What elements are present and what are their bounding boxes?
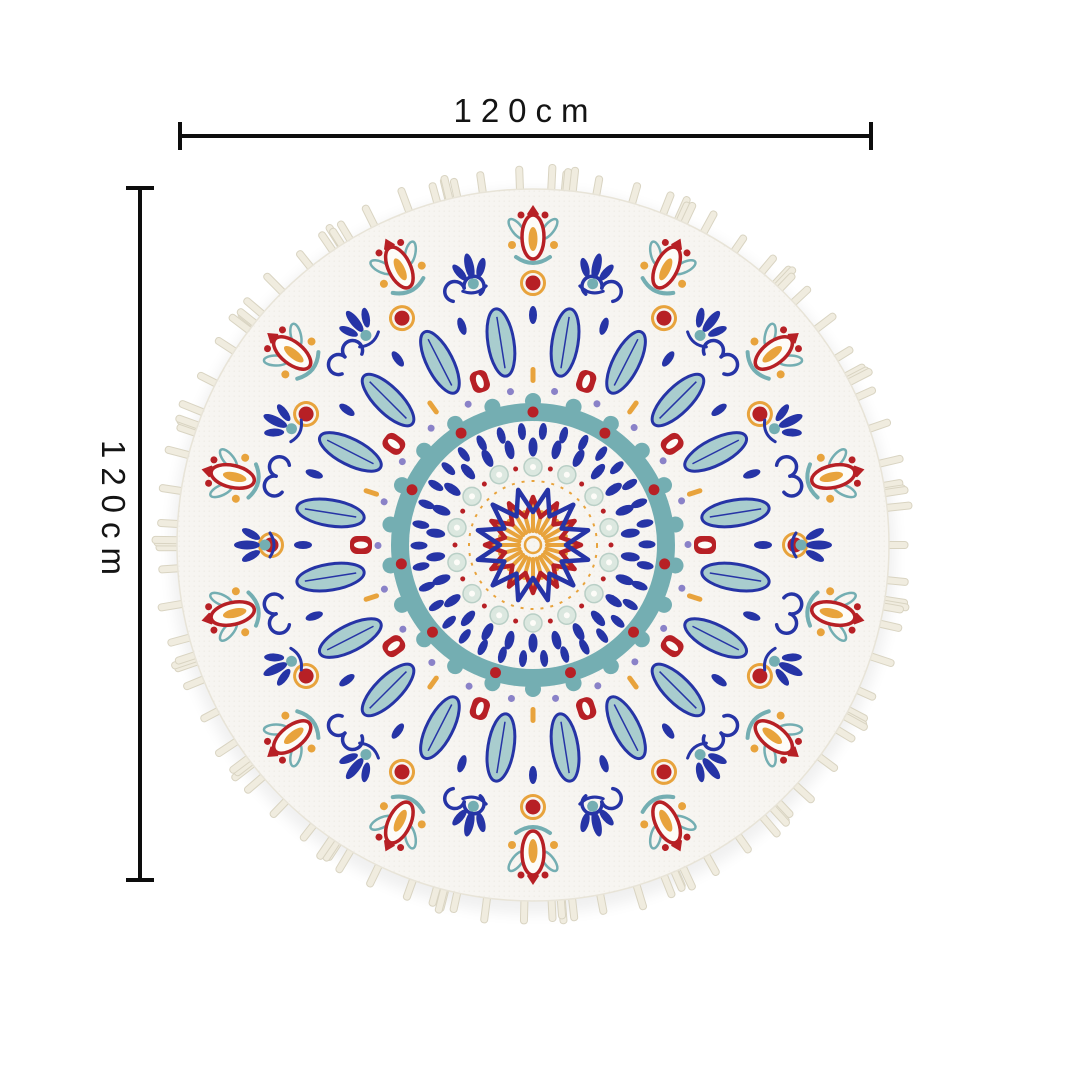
height-dimension-label: 120cm [95,439,132,585]
width-dimension-line [178,122,873,150]
height-dimension-bottom-cap [126,878,154,882]
height-dimension-line [126,186,154,882]
height-dimension-top-cap [126,186,154,190]
width-dimension-left-cap [178,122,182,150]
width-dimension-label: 120cm [453,92,598,129]
mandala-rug-photo [151,163,913,925]
width-dimension-right-cap [869,122,873,150]
